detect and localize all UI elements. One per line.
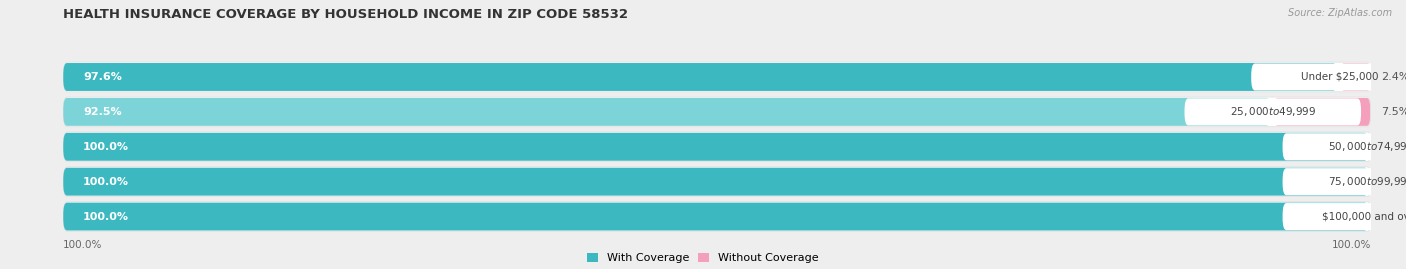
Text: Source: ZipAtlas.com: Source: ZipAtlas.com xyxy=(1288,8,1392,18)
FancyBboxPatch shape xyxy=(63,132,1371,162)
FancyBboxPatch shape xyxy=(63,202,1371,231)
FancyBboxPatch shape xyxy=(63,168,1368,196)
Text: $25,000 to $49,999: $25,000 to $49,999 xyxy=(1230,105,1316,118)
FancyBboxPatch shape xyxy=(63,98,1270,126)
Text: 100.0%: 100.0% xyxy=(83,212,129,222)
Text: 100.0%: 100.0% xyxy=(1331,240,1371,250)
FancyBboxPatch shape xyxy=(63,167,1371,197)
FancyBboxPatch shape xyxy=(1282,133,1406,160)
FancyBboxPatch shape xyxy=(1372,133,1406,161)
Text: $75,000 to $99,999: $75,000 to $99,999 xyxy=(1327,175,1406,188)
FancyBboxPatch shape xyxy=(1282,168,1406,195)
FancyBboxPatch shape xyxy=(63,63,1337,91)
FancyBboxPatch shape xyxy=(63,133,1368,161)
FancyBboxPatch shape xyxy=(1372,168,1406,196)
FancyBboxPatch shape xyxy=(1274,98,1371,126)
FancyBboxPatch shape xyxy=(63,62,1371,92)
Text: 100.0%: 100.0% xyxy=(63,240,103,250)
Text: Under $25,000: Under $25,000 xyxy=(1301,72,1378,82)
Text: 7.5%: 7.5% xyxy=(1381,107,1406,117)
FancyBboxPatch shape xyxy=(1341,63,1371,91)
FancyBboxPatch shape xyxy=(63,203,1368,231)
FancyBboxPatch shape xyxy=(1184,98,1361,125)
Text: HEALTH INSURANCE COVERAGE BY HOUSEHOLD INCOME IN ZIP CODE 58532: HEALTH INSURANCE COVERAGE BY HOUSEHOLD I… xyxy=(63,8,628,21)
Text: 92.5%: 92.5% xyxy=(83,107,121,117)
Text: $50,000 to $74,999: $50,000 to $74,999 xyxy=(1327,140,1406,153)
FancyBboxPatch shape xyxy=(63,97,1371,127)
Legend: With Coverage, Without Coverage: With Coverage, Without Coverage xyxy=(588,253,818,263)
Text: 100.0%: 100.0% xyxy=(83,142,129,152)
Text: $100,000 and over: $100,000 and over xyxy=(1322,212,1406,222)
FancyBboxPatch shape xyxy=(1372,203,1406,231)
Text: 97.6%: 97.6% xyxy=(83,72,122,82)
Text: 100.0%: 100.0% xyxy=(83,177,129,187)
Text: 2.4%: 2.4% xyxy=(1381,72,1406,82)
FancyBboxPatch shape xyxy=(1251,63,1406,90)
FancyBboxPatch shape xyxy=(1282,203,1406,230)
